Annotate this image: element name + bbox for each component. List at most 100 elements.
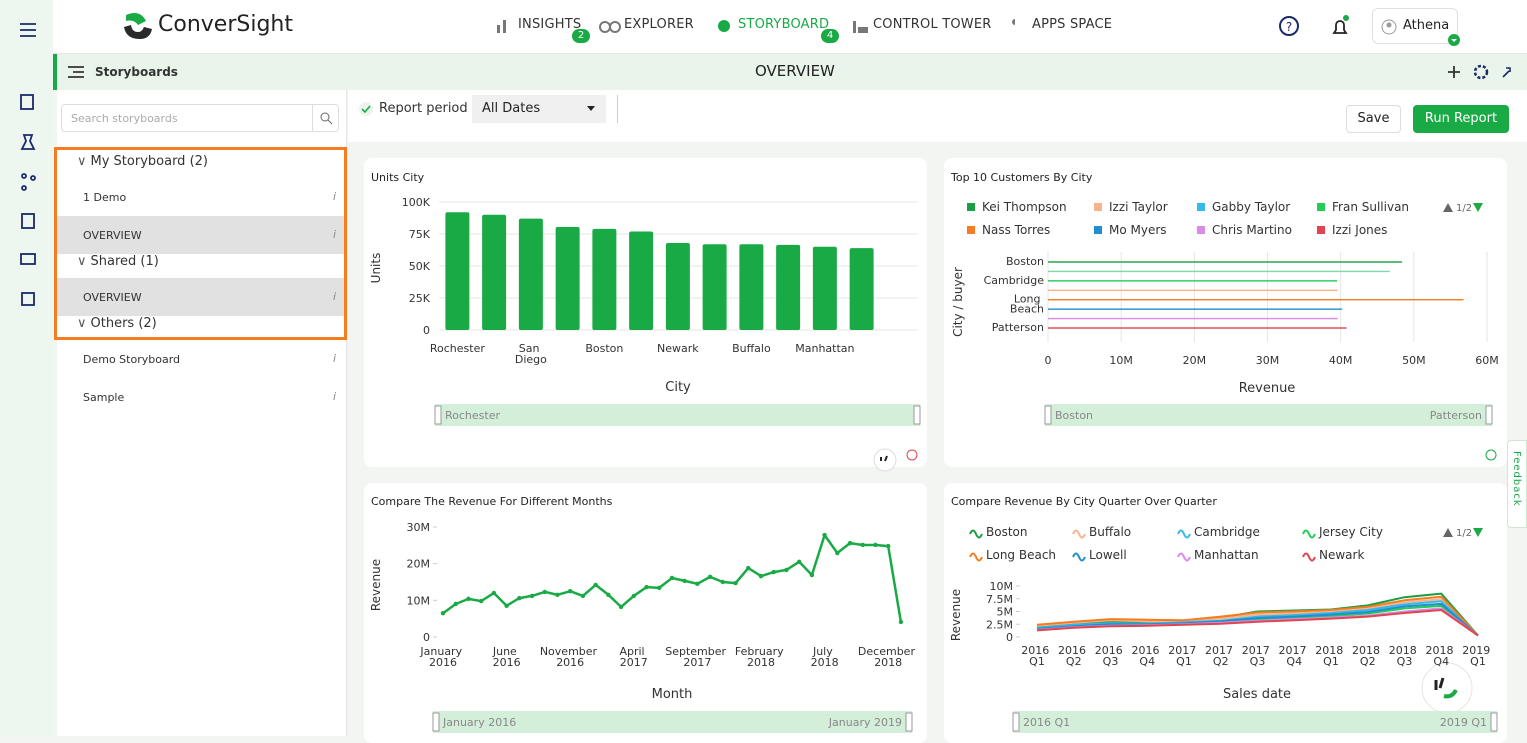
info-icon: i — [332, 352, 336, 365]
bar — [776, 244, 801, 330]
nav-explorer[interactable]: EXPLORER — [624, 17, 694, 32]
nav-insights[interactable]: INSIGHTS — [518, 17, 581, 32]
x-tick-label: December 2018 — [858, 645, 919, 669]
top-bar: ConverSight INSIGHTS 2 EXPLORER STORYBOA… — [0, 0, 1527, 54]
item-label: 1 Demo — [83, 191, 127, 204]
legend-symbol — [1302, 529, 1316, 539]
sub-actions[interactable] — [1443, 62, 1523, 82]
item-label: Demo Storyboard — [83, 353, 181, 366]
item-label: OVERVIEW — [83, 229, 142, 242]
search-box[interactable]: Search storyboards — [61, 104, 339, 132]
slider-handle — [905, 712, 913, 732]
legend-label: Kei Thompson — [982, 200, 1067, 214]
bar — [1048, 280, 1338, 282]
legend-label: Nass Torres — [982, 223, 1050, 237]
y-tick-label: Cambridge — [984, 274, 1045, 287]
info-icon: i — [332, 290, 336, 303]
y-tick-label: 10M — [990, 580, 1014, 593]
point — [682, 578, 687, 584]
page-title: OVERVIEW — [755, 62, 835, 80]
svg-text:?: ? — [1286, 20, 1292, 34]
group-header[interactable]: ∨ Others (2) — [77, 316, 157, 331]
y-axis-title: Revenue — [369, 559, 383, 611]
point — [822, 532, 827, 538]
nav-storyboard[interactable]: STORYBOARD — [738, 17, 829, 32]
x-tick-label: July 2018 — [811, 645, 839, 669]
point — [733, 580, 738, 586]
legend-symbol — [1094, 203, 1102, 211]
y-tick-label: 50K — [409, 260, 431, 273]
bar — [1048, 317, 1338, 320]
nav-label: EXPLORER — [624, 17, 694, 32]
line — [1036, 595, 1479, 637]
bar — [702, 244, 727, 330]
nav-icons — [497, 19, 1015, 33]
range-slider — [1013, 711, 1497, 733]
x-tick-label: 2018 Q2 — [1352, 644, 1384, 668]
info-icon: i — [332, 390, 336, 403]
point — [440, 610, 446, 616]
group-header[interactable]: ∨ My Storyboard (2) — [77, 154, 208, 169]
x-tick-label: 2016 Q3 — [1095, 644, 1127, 668]
bar — [812, 246, 837, 330]
nav-label: INSIGHTS — [518, 17, 582, 32]
nav-control-tower[interactable]: CONTROL TOWER — [873, 17, 992, 32]
range-start: 2016 Q1 — [1023, 716, 1070, 729]
x-axis-title: City — [665, 380, 691, 395]
point — [898, 619, 904, 625]
chart-card — [364, 483, 927, 743]
user-name: Athena — [1403, 18, 1450, 33]
point — [529, 593, 535, 599]
point — [606, 592, 611, 598]
search-icon — [312, 105, 333, 131]
x-axis-title: Revenue — [1239, 381, 1296, 396]
logo — [124, 13, 152, 39]
storyboard-item[interactable]: Demo Storyboard i — [57, 340, 346, 378]
bar — [629, 231, 654, 330]
point — [491, 590, 497, 596]
storyboard-item[interactable]: OVERVIEW i — [57, 278, 346, 316]
save-button[interactable]: Save — [1346, 105, 1401, 133]
storyboard-item[interactable]: 1 Demo i — [57, 178, 346, 216]
storyboard-item[interactable]: Sample i — [57, 378, 346, 416]
storyboard-item[interactable]: OVERVIEW i — [57, 216, 346, 254]
point — [860, 542, 865, 548]
legend-label: Gabby Taylor — [1212, 200, 1290, 214]
header-icons[interactable]: ? — [1278, 14, 1368, 40]
x-tick-label: Buffalo — [732, 342, 771, 355]
user-menu[interactable]: Athena — [1372, 8, 1460, 46]
rail-icons[interactable] — [0, 0, 53, 320]
line — [1036, 602, 1479, 637]
range-end: 2019 Q1 — [1440, 716, 1487, 729]
legend-symbol — [969, 552, 983, 562]
x-tick-label: 20M — [1183, 354, 1207, 367]
bar — [1048, 289, 1338, 291]
slider-handle — [1490, 712, 1498, 732]
range-slider — [435, 404, 920, 426]
x-tick-label: 40M — [1329, 354, 1353, 367]
x-tick-label: 2017 Q4 — [1279, 644, 1311, 668]
range-start: January 2016 — [442, 716, 516, 729]
menu-icon[interactable] — [67, 65, 85, 79]
avatar — [1381, 19, 1397, 35]
point — [758, 573, 764, 579]
line — [1036, 598, 1479, 637]
range-slider — [433, 711, 912, 733]
bar — [665, 242, 690, 330]
bar — [1048, 261, 1403, 263]
legend-label: Newark — [1319, 548, 1364, 562]
point — [707, 574, 713, 580]
group-header[interactable]: ∨ Shared (1) — [77, 254, 159, 269]
legend-label: Cambridge — [1194, 525, 1260, 539]
range-slider — [1045, 404, 1492, 426]
period-select[interactable]: All Dates — [472, 95, 606, 123]
nav-apps-space[interactable]: APPS SPACE — [1032, 17, 1112, 32]
report-period-label: Report period — [379, 101, 468, 116]
legend-symbol — [1177, 552, 1191, 562]
x-tick-label: April 2017 — [619, 645, 648, 669]
legend-symbol — [1302, 552, 1316, 562]
check-icon — [359, 102, 373, 116]
run-button[interactable]: Run Report — [1413, 105, 1509, 133]
bar — [739, 244, 764, 330]
point — [746, 565, 751, 571]
